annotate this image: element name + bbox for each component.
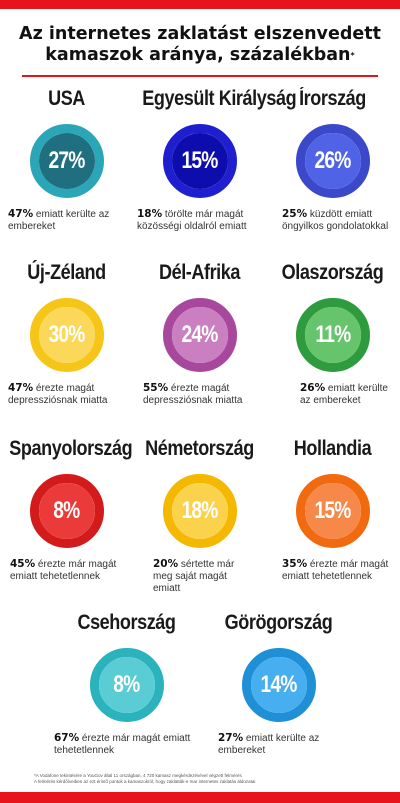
stat-percentage: 47% — [8, 382, 34, 394]
country-name: Írország — [299, 87, 366, 110]
stat-caption: 67% érezte már magát emiatt tehetetlenne… — [54, 732, 202, 757]
percentage-fill: 24% — [171, 307, 228, 363]
percentage-value: 14% — [260, 671, 297, 698]
stat-percentage: 18% — [137, 208, 163, 220]
stat-text: érezte magát depressziósnak miatta — [143, 383, 243, 406]
percentage-value: 11% — [315, 321, 351, 348]
footnote: *A Vodafone tekintésére a YouGov által 1… — [34, 773, 374, 784]
country-name: Egyesült Királyság — [142, 87, 297, 110]
stat-caption: 27% emiatt kerülte az embereket — [218, 732, 364, 757]
country-germany: Németország 18% 20% sértette már meg saj… — [133, 436, 266, 595]
stat-caption: 55% érezte magát depressziósnak miatta — [143, 382, 263, 407]
stat-percentage: 35% — [282, 558, 308, 570]
percentage-fill: 11% — [304, 307, 361, 363]
country-name: Olaszország — [281, 261, 384, 284]
title-underline — [22, 75, 378, 77]
country-name: Csehország — [77, 611, 176, 634]
country-name: USA — [48, 87, 85, 110]
percentage-ring: 14% — [241, 648, 316, 722]
percentage-fill: 14% — [250, 657, 307, 713]
percentage-ring: 8% — [29, 474, 104, 548]
country-ireland: Írország 26% 25% küzdött emiatt öngyilko… — [266, 86, 399, 233]
percentage-ring: 8% — [89, 648, 164, 722]
country-netherlands: Hollandia 15% 35% érezte már magát emiat… — [266, 436, 399, 583]
country-south-africa: Dél-Afrika 24% 55% érezte magát depressz… — [133, 260, 266, 407]
stat-caption: 25% küzdött emiatt öngyilkos gondolatokk… — [282, 208, 396, 233]
percentage-ring: 27% — [29, 124, 104, 198]
stat-caption: 47% emiatt kerülte az embereket — [8, 208, 126, 233]
country-new-zealand: Új-Zéland 30% 47% érezte magát depresszi… — [0, 260, 133, 407]
stat-text: törölte már magát közösségi oldalról emi… — [137, 209, 247, 232]
percentage-ring: 18% — [162, 474, 237, 548]
country-usa: USA 27% 47% emiatt kerülte az embereket — [0, 86, 133, 233]
stat-text: érezte már magát emiatt tehetetlennek — [54, 733, 191, 756]
stat-percentage: 26% — [300, 382, 326, 394]
percentage-value: 8% — [113, 671, 140, 698]
percentage-ring: 15% — [162, 124, 237, 198]
percentage-fill: 30% — [38, 307, 95, 363]
percentage-value: 27% — [48, 147, 85, 174]
percentage-value: 15% — [181, 147, 218, 174]
stat-caption: 20% sértette már meg saját magát emiatt — [153, 558, 253, 595]
percentage-ring: 15% — [295, 474, 370, 548]
country-czech-republic: Csehország 8% 67% érezte már magát emiat… — [54, 610, 193, 757]
stat-percentage: 47% — [8, 208, 34, 220]
country-spain: Spanyolország 8% 45% érezte már magát em… — [0, 436, 133, 583]
percentage-ring: 30% — [29, 298, 104, 372]
stat-percentage: 67% — [54, 732, 80, 744]
stat-text: érezte már magát emiatt tehetetlennek — [282, 559, 389, 582]
percentage-value: 8% — [53, 497, 80, 524]
stat-caption: 45% érezte már magát emiatt tehetetlenne… — [10, 558, 128, 583]
percentage-ring: 26% — [295, 124, 370, 198]
stat-text: emiatt kerülte az embereket — [8, 209, 110, 232]
percentage-fill: 27% — [38, 133, 95, 189]
percentage-fill: 8% — [38, 483, 95, 539]
country-name: Spanyolország — [9, 437, 133, 460]
title-line-2: kamaszok aránya, százalékban* — [0, 45, 400, 66]
stat-text: küzdött emiatt öngyilkos gondolatokkal — [282, 209, 389, 232]
stat-text: emiatt kerülte az embereket — [218, 733, 320, 756]
title-line-1: Az internetes zaklatást elszenvedett — [19, 24, 381, 44]
title-line-2-text: kamaszok aránya, százalékban — [45, 45, 351, 65]
stat-text: emiatt kerülte az embereket — [300, 383, 388, 406]
percentage-fill: 8% — [98, 657, 155, 713]
country-greece: Görögország 14% 27% emiatt kerülte az em… — [212, 610, 345, 757]
country-name: Görögország — [224, 611, 333, 634]
stat-caption: 18% törölte már magát közösségi oldalról… — [137, 208, 263, 233]
percentage-value: 15% — [314, 497, 351, 524]
country-italy: Olaszország 11% 26% emiatt kerülte az em… — [266, 260, 399, 407]
stat-text: sértette már meg saját magát emiatt — [153, 559, 235, 594]
stat-percentage: 55% — [143, 382, 169, 394]
footnote-line-2: A felmérés kérdőíveiben az ezt érintő po… — [34, 778, 256, 784]
stat-percentage: 45% — [10, 558, 36, 570]
country-name: Új-Zéland — [27, 261, 106, 284]
stat-percentage: 27% — [218, 732, 244, 744]
percentage-fill: 26% — [304, 133, 361, 189]
title-footnote-mark: * — [350, 51, 355, 60]
percentage-fill: 15% — [171, 133, 228, 189]
percentage-value: 18% — [181, 497, 218, 524]
country-name: Hollandia — [293, 437, 372, 460]
stat-percentage: 25% — [282, 208, 308, 220]
percentage-ring: 24% — [162, 298, 237, 372]
stat-caption: 47% érezte magát depressziósnak miatta — [8, 382, 128, 407]
percentage-value: 24% — [181, 321, 218, 348]
page-title: Az internetes zaklatást elszenvedett kam… — [0, 24, 400, 66]
footnote-line-1: *A Vodafone tekintésére a YouGov által 1… — [34, 773, 242, 778]
percentage-fill: 15% — [304, 483, 361, 539]
stat-caption: 26% emiatt kerülte az embereket — [300, 382, 390, 407]
stat-text: érezte magát depressziósnak miatta — [8, 383, 108, 406]
stat-text: érezte már magát emiatt tehetetlennek — [10, 559, 117, 582]
country-name: Németország — [145, 437, 254, 460]
percentage-value: 30% — [48, 321, 85, 348]
percentage-ring: 11% — [295, 298, 370, 372]
country-uk: Egyesült Királyság 15% 18% törölte már m… — [133, 86, 297, 233]
top-accent-bar — [0, 0, 400, 9]
stat-percentage: 20% — [153, 558, 179, 570]
country-name: Dél-Afrika — [158, 261, 241, 284]
percentage-fill: 18% — [171, 483, 228, 539]
percentage-value: 26% — [314, 147, 351, 174]
stat-caption: 35% érezte már magát emiatt tehetetlenne… — [282, 558, 394, 583]
bottom-accent-bar — [0, 792, 400, 803]
